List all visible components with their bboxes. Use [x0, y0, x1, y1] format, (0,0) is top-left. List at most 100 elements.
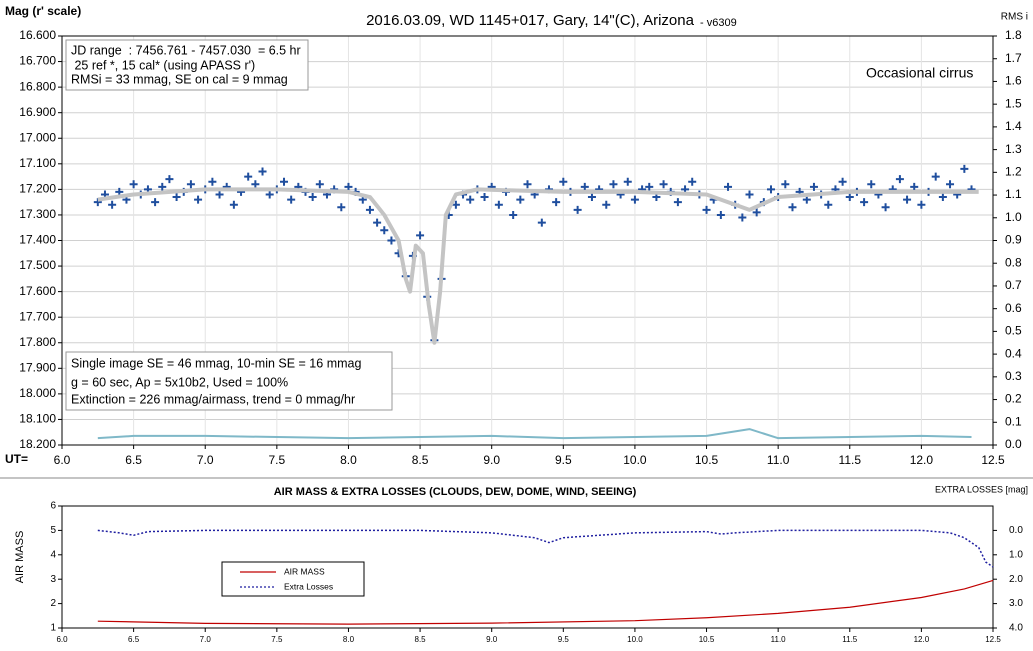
x-tick-label: 10.0: [627, 635, 643, 644]
data-point: [623, 177, 632, 186]
data-point: [824, 200, 833, 209]
data-point: [716, 210, 725, 219]
y-tick-label: 17.300: [19, 207, 56, 221]
y2-tick-label: 1.5: [1005, 96, 1022, 110]
y-tick-label: 3: [50, 574, 56, 585]
y2-tick-label: 0.4: [1005, 346, 1022, 360]
data-point: [946, 180, 955, 189]
data-point: [609, 180, 618, 189]
data-point: [516, 195, 525, 204]
y-axis-label: AIR MASS: [14, 531, 26, 584]
x-tick-label: 8.0: [343, 635, 355, 644]
data-point: [788, 203, 797, 212]
data-point: [194, 195, 203, 204]
y2-tick-label: 3.0: [1009, 598, 1023, 609]
y-tick-label: 18.000: [19, 386, 56, 400]
data-point: [494, 200, 503, 209]
data-point: [860, 198, 869, 207]
y2-tick-label: 0.1: [1005, 414, 1022, 428]
data-point: [838, 177, 847, 186]
y-tick-label: 16.900: [19, 105, 56, 119]
legend-box: [221, 561, 365, 597]
x-tick-label: 7.0: [197, 453, 214, 467]
y-tick-label: 1: [50, 623, 56, 634]
data-point: [416, 231, 425, 240]
series-line: [97, 428, 972, 440]
data-point: [659, 180, 668, 189]
info-text: Extinction = 226 mmag/airmass, trend = 0…: [71, 392, 355, 406]
data-point: [587, 193, 596, 202]
x-tick-label: 10.0: [623, 453, 647, 467]
y-tick-label: 5: [50, 525, 56, 536]
data-point: [365, 205, 374, 214]
data-point: [724, 182, 733, 191]
data-point: [738, 213, 747, 222]
y2-tick-label: 0.0: [1005, 437, 1022, 451]
data-point: [509, 210, 518, 219]
info-text: g = 60 sec, Ap = 5x10b2, Used = 100%: [71, 375, 288, 389]
x-tick-label: 6.0: [56, 635, 68, 644]
x-tick-label: 12.5: [981, 453, 1005, 467]
data-point: [186, 180, 195, 189]
data-point: [466, 195, 475, 204]
y2-tick-label: 1.0: [1009, 549, 1023, 560]
y2-tick-label: 0.7: [1005, 278, 1022, 292]
y2-tick-label: 0.9: [1005, 233, 1022, 247]
y2-tick-label: 1.0: [1005, 210, 1022, 224]
info-text: JD range : 7456.761 - 7457.030 = 6.5 hr: [71, 43, 301, 57]
data-point: [917, 200, 926, 209]
x-tick-label: 8.0: [340, 453, 357, 467]
data-point: [380, 226, 389, 235]
data-point: [373, 218, 382, 227]
info-text: Single image SE = 46 mmag, 10-min SE = 1…: [71, 356, 361, 370]
y-tick-label: 17.000: [19, 130, 56, 144]
data-point: [315, 180, 324, 189]
data-point: [244, 172, 253, 181]
y2-tick-label: 0.2: [1005, 392, 1022, 406]
y2-tick-label: 0.3: [1005, 369, 1022, 383]
x-tick-label: 9.0: [486, 635, 498, 644]
data-point: [215, 190, 224, 199]
data-point: [251, 180, 260, 189]
x-axis-label: UT=: [5, 452, 28, 466]
data-point: [809, 182, 818, 191]
data-point: [931, 172, 940, 181]
y2-tick-label: 1.7: [1005, 51, 1022, 65]
y2-axis-label: RMS i: [1001, 12, 1028, 23]
info-box: [65, 351, 393, 411]
data-point: [938, 193, 947, 202]
y-tick-label: 6: [50, 501, 56, 512]
data-point: [523, 180, 532, 189]
plot-frame: [61, 35, 994, 446]
data-point: [602, 200, 611, 209]
chart-title: AIR MASS & EXTRA LOSSES (CLOUDS, DEW, DO…: [274, 486, 637, 498]
y2-tick-label: 1.4: [1005, 119, 1022, 133]
data-point: [287, 195, 296, 204]
data-point: [151, 198, 160, 207]
x-tick-label: 7.0: [200, 635, 212, 644]
y2-tick-label: 1.6: [1005, 74, 1022, 88]
x-tick-label: 10.5: [695, 453, 719, 467]
data-point: [537, 218, 546, 227]
x-tick-label: 11.0: [767, 453, 790, 467]
data-point: [867, 180, 876, 189]
y-tick-label: 17.100: [19, 156, 56, 170]
x-tick-label: 11.5: [842, 635, 858, 644]
data-point: [673, 198, 682, 207]
x-tick-label: 11.5: [839, 453, 862, 467]
series-line: [97, 187, 979, 345]
x-tick-label: 6.5: [125, 453, 142, 467]
annotation: Occasional cirrus: [866, 65, 973, 81]
data-point: [752, 208, 761, 217]
info-text: 25 ref *, 15 cal* (using APASS r'): [71, 58, 255, 72]
y-tick-label: 17.900: [19, 360, 56, 374]
data-point: [766, 185, 775, 194]
data-point: [910, 182, 919, 191]
data-point: [580, 182, 589, 191]
info-text: RMSi = 33 mmag, SE on cal = 9 mmag: [71, 72, 288, 86]
data-point: [280, 177, 289, 186]
x-tick-label: 10.5: [699, 635, 715, 644]
data-point: [387, 236, 396, 245]
y-tick-label: 16.600: [19, 28, 56, 42]
